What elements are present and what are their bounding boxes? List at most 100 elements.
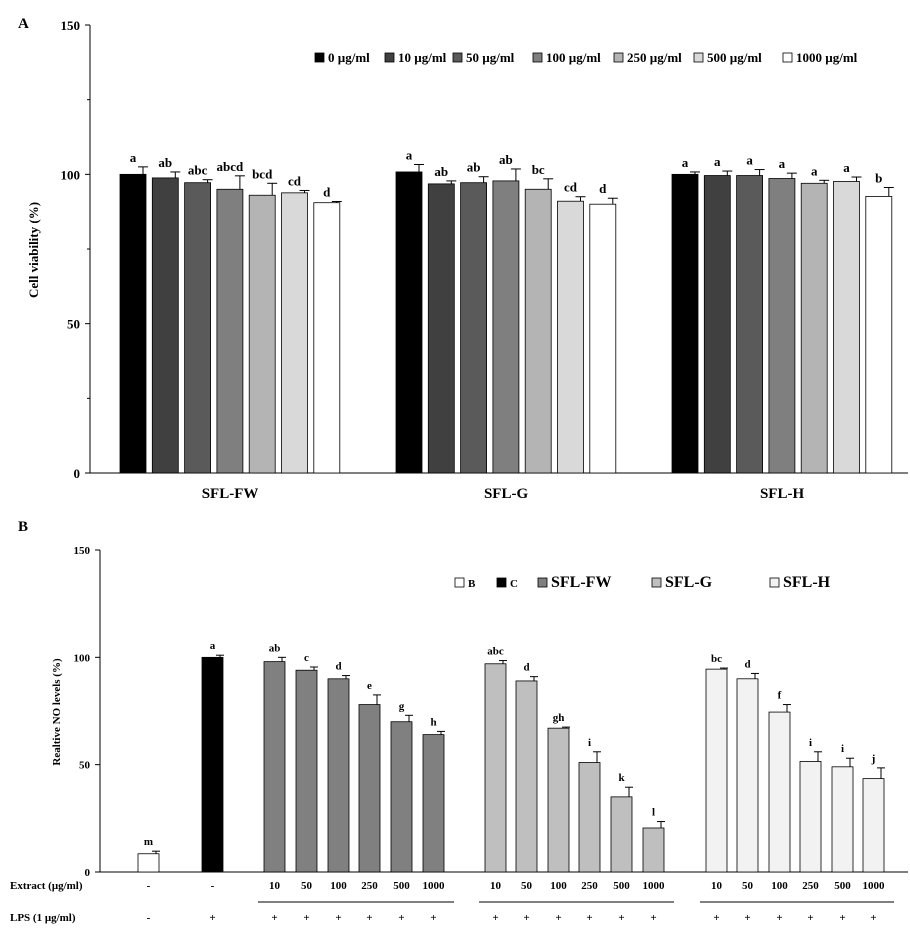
significance-letter: a	[210, 640, 216, 652]
legend-label: B	[468, 578, 476, 590]
significance-letter: c	[304, 652, 309, 664]
bar	[865, 196, 893, 474]
bar	[736, 175, 763, 474]
bar	[395, 171, 423, 474]
y-tick-label: 50	[79, 760, 91, 772]
y-tick-label: 150	[74, 545, 91, 557]
significance-letter: bc	[711, 653, 722, 665]
extract-value: -	[211, 880, 215, 892]
extract-value: 50	[521, 880, 533, 892]
significance-letter: i	[588, 737, 591, 749]
lps-row-label: LPS (1 μg/ml)	[10, 912, 76, 924]
bar	[201, 656, 224, 873]
bar	[248, 194, 276, 474]
y-axis-label: Realtive NO levels (%)	[51, 658, 63, 766]
extract-value: 250	[361, 880, 378, 892]
legend-label: 100 µg/ml	[546, 50, 601, 65]
bar	[557, 200, 584, 474]
extract-value: 500	[834, 880, 851, 892]
significance-letter: abcd	[217, 159, 245, 174]
legend-swatch	[651, 577, 662, 588]
y-tick-label: 50	[67, 317, 80, 332]
bar	[216, 188, 244, 474]
lps-value: +	[650, 912, 656, 924]
significance-letter: e	[367, 680, 372, 692]
lps-value: +	[523, 912, 529, 924]
legend-label: 250 µg/ml	[627, 50, 682, 65]
extract-value: 50	[742, 880, 754, 892]
bar	[358, 704, 381, 873]
y-tick-label: 100	[61, 167, 81, 182]
bar	[263, 661, 286, 873]
bar	[671, 173, 699, 474]
bar	[427, 183, 455, 474]
bar	[833, 181, 860, 474]
significance-letter: d	[335, 661, 341, 673]
extract-value: -	[147, 880, 151, 892]
significance-letter: a	[714, 154, 721, 169]
lps-value: -	[147, 912, 151, 924]
legend-label: 500 µg/ml	[707, 50, 762, 65]
y-tick-label: 150	[61, 18, 81, 33]
significance-letter: f	[778, 690, 782, 702]
bar	[547, 727, 570, 873]
legend-swatch	[452, 52, 463, 63]
bar	[578, 762, 601, 873]
y-tick-label: 0	[74, 466, 81, 481]
bar	[295, 669, 318, 873]
significance-letter: a	[130, 150, 137, 165]
bar	[610, 796, 633, 873]
significance-letter: a	[779, 156, 786, 171]
significance-letter: cd	[288, 173, 302, 188]
significance-letter: a	[746, 153, 753, 168]
bar	[705, 668, 728, 873]
bar	[460, 182, 488, 474]
significance-letter: gh	[553, 712, 565, 724]
legend-swatch	[454, 577, 465, 588]
panel-label: A	[18, 16, 29, 32]
bar	[642, 827, 665, 873]
x-category-label: SFL-FW	[202, 486, 259, 502]
bar	[137, 853, 160, 873]
extract-value: 10	[711, 880, 723, 892]
y-tick-label: 0	[85, 867, 91, 879]
bar	[422, 734, 445, 873]
legend-swatch	[314, 52, 325, 63]
significance-letter: a	[811, 163, 818, 178]
extract-value: 1000	[423, 880, 446, 892]
lps-value: +	[618, 912, 624, 924]
significance-letter: g	[399, 700, 405, 712]
significance-letter: i	[841, 743, 844, 755]
legend-swatch	[532, 52, 543, 63]
lps-value: +	[807, 912, 813, 924]
lps-value: +	[398, 912, 404, 924]
lps-value: +	[303, 912, 309, 924]
significance-letter: a	[406, 147, 413, 162]
bar	[589, 203, 617, 474]
bar	[524, 188, 552, 474]
bar	[281, 192, 308, 474]
lps-value: +	[586, 912, 592, 924]
bar	[831, 766, 854, 873]
significance-letter: d	[523, 662, 529, 674]
lps-value: +	[335, 912, 341, 924]
significance-letter: abc	[188, 163, 208, 178]
bar	[736, 678, 759, 873]
bar	[799, 761, 822, 873]
significance-letter: cd	[564, 180, 578, 195]
legend-swatch	[769, 577, 780, 588]
legend-swatch	[537, 577, 548, 588]
x-category-label: SFL-G	[484, 486, 529, 502]
panel-b: B 0 50 100 150 Realtive NO levels (%) m - - a - + ab…	[10, 519, 908, 924]
legend-label: 1000 µg/ml	[796, 50, 858, 65]
legend-label: C	[510, 578, 518, 590]
bar	[119, 173, 147, 474]
significance-letter: a	[843, 160, 850, 175]
extract-value: 10	[269, 880, 281, 892]
lps-value: +	[744, 912, 750, 924]
extract-value: 50	[301, 880, 313, 892]
bar	[768, 711, 791, 873]
legend-swatch	[782, 52, 793, 63]
lps-value: +	[555, 912, 561, 924]
bar	[768, 178, 796, 474]
